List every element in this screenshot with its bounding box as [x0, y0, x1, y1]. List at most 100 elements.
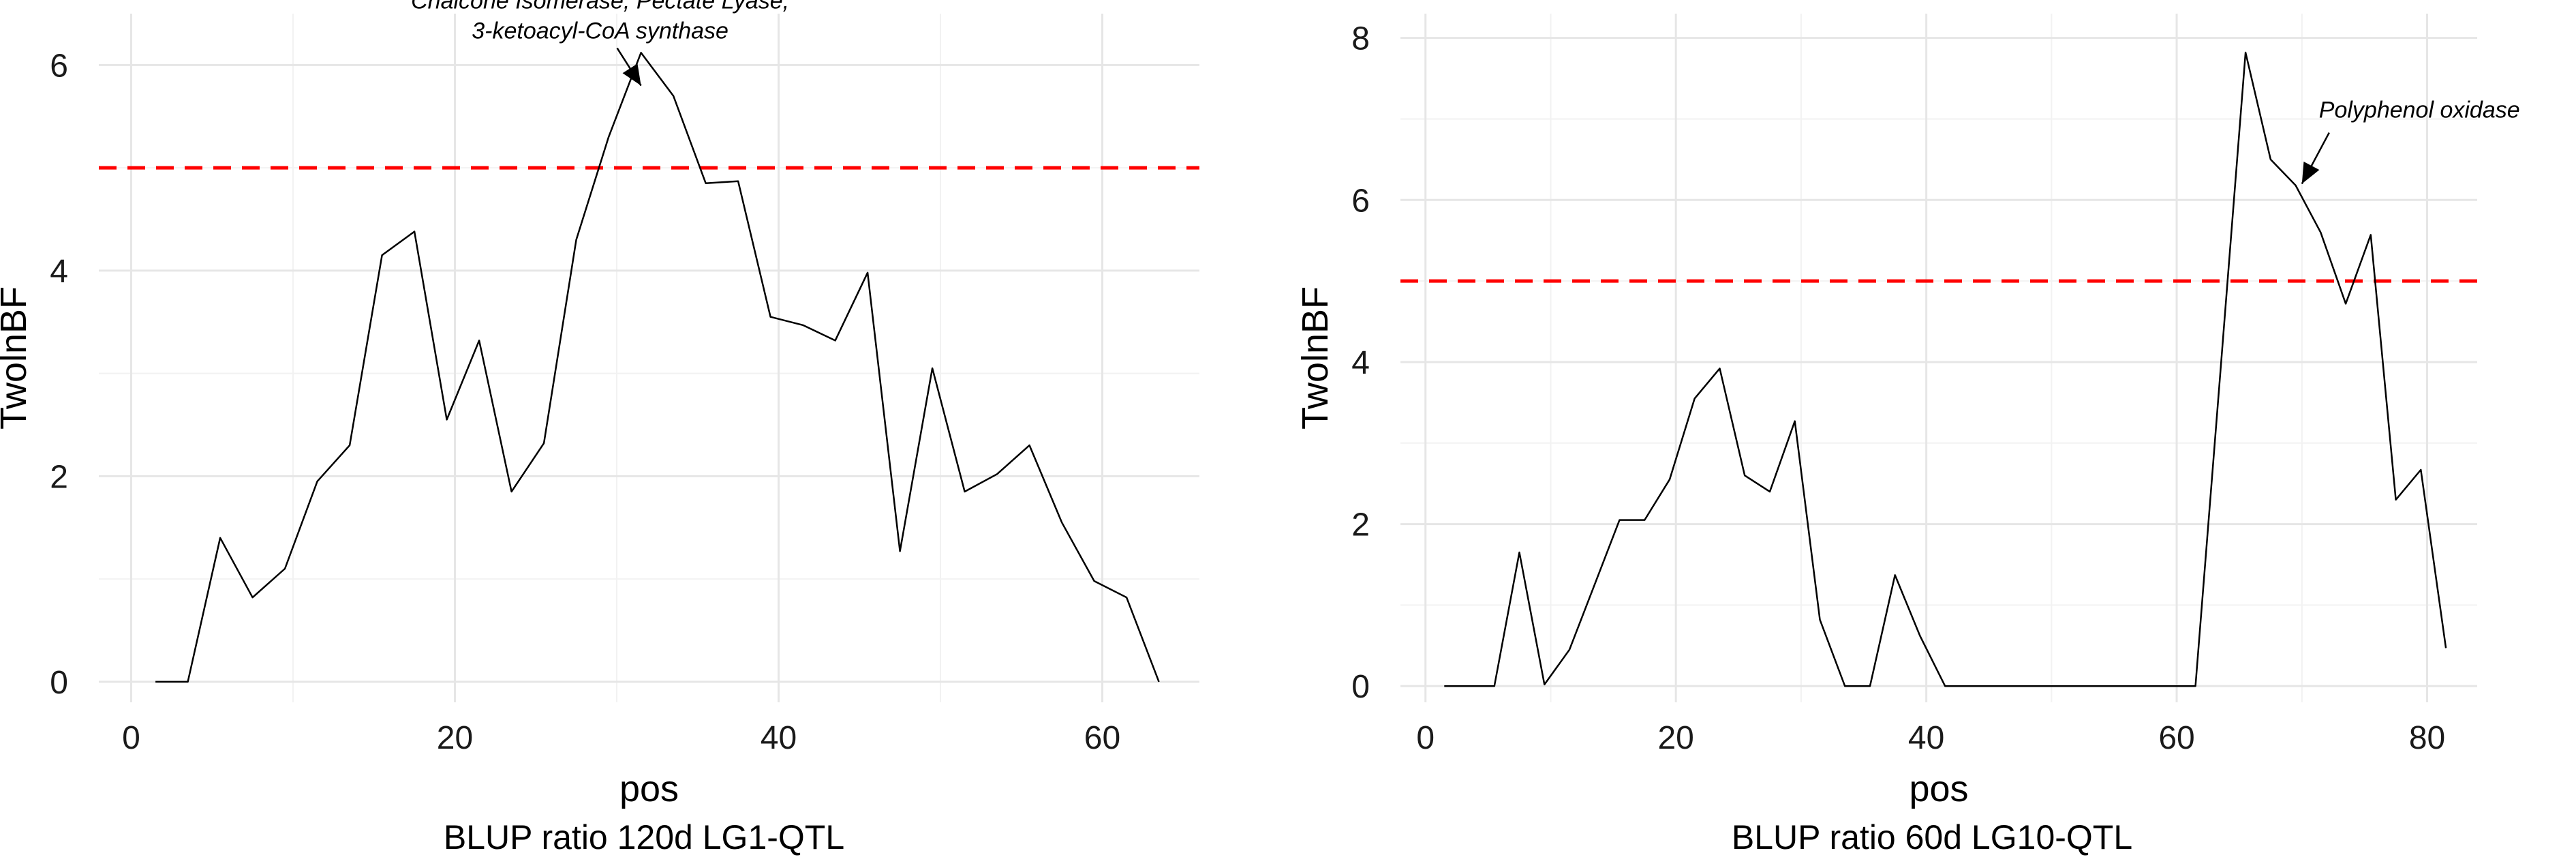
data-point — [1060, 521, 1063, 524]
data-point — [899, 550, 902, 552]
data-point — [769, 316, 772, 318]
data-point — [2244, 51, 2247, 54]
gridlines — [1400, 14, 2477, 702]
data-point — [446, 418, 448, 421]
data-point — [1643, 519, 1646, 522]
data-point — [2194, 685, 2197, 687]
data-point — [1593, 584, 1596, 586]
data-point — [1568, 648, 1571, 651]
data-point — [1493, 685, 1496, 687]
data-point — [1093, 580, 1096, 582]
y-tick-label: 8 — [1351, 21, 1370, 57]
y-tick-label: 6 — [50, 48, 68, 84]
x-axis-title: pos — [1909, 768, 1968, 809]
data-point — [1794, 420, 1796, 423]
data-point — [1518, 551, 1521, 554]
data-point — [1743, 474, 1746, 477]
data-point — [2219, 369, 2222, 372]
data-point — [2269, 158, 2272, 161]
data-point — [1443, 685, 1445, 687]
data-point — [1158, 680, 1161, 683]
data-point — [381, 254, 384, 256]
y-tick-label: 6 — [1351, 183, 1370, 219]
data-point — [510, 490, 513, 493]
data-point — [866, 271, 869, 274]
x-tick-label: 20 — [1657, 720, 1693, 756]
chart-caption: BLUP ratio 60d LG10-QTL — [1732, 818, 2132, 856]
series-line — [155, 52, 1160, 683]
data-point — [575, 239, 578, 241]
data-point — [737, 180, 739, 183]
data-point — [154, 680, 157, 683]
x-tick-label: 40 — [1908, 720, 1944, 756]
data-point — [834, 339, 837, 342]
data-point — [801, 324, 804, 327]
y-tick-label: 2 — [1351, 507, 1370, 543]
x-tick-label: 40 — [761, 720, 797, 756]
series-line — [1444, 51, 2447, 687]
data-point — [1869, 685, 1871, 687]
chart-caption: BLUP ratio 120d LG1-QTL — [444, 818, 844, 856]
data-point — [542, 442, 545, 445]
data-point — [2295, 184, 2297, 187]
data-point — [1894, 573, 1897, 576]
x-tick-label: 0 — [1416, 720, 1435, 756]
data-point — [1918, 635, 1921, 638]
y-axis-title: TwolnBF — [0, 286, 34, 430]
data-point — [1543, 683, 1546, 686]
data-point — [1768, 490, 1771, 493]
data-point — [2419, 468, 2422, 471]
data-point — [1668, 478, 1671, 481]
chart-panel-lg1: 0 20 40 60 0 2 4 6 pos TwolnBF BLUP ratio 120d LG1… — [0, 0, 1199, 856]
data-point — [2319, 231, 2322, 234]
data-point — [1028, 444, 1031, 447]
data-point — [1843, 685, 1846, 687]
data-point — [413, 230, 416, 233]
data-point — [2370, 233, 2372, 236]
y-tick-label: 0 — [1351, 669, 1370, 705]
data-point — [2395, 498, 2397, 501]
data-point — [283, 567, 286, 570]
data-point — [1693, 397, 1696, 400]
data-point — [964, 490, 966, 493]
x-tick-label: 80 — [2409, 720, 2445, 756]
data-points — [154, 51, 1161, 683]
annotation-text: Chalcone Isomerase, Pectate Lyase, — [411, 0, 789, 14]
annotation-text: 3-ketoacyl-CoA synthase — [472, 18, 729, 44]
y-tick-label: 4 — [50, 254, 68, 290]
data-point — [2344, 302, 2347, 305]
data-points — [1443, 51, 2447, 687]
chart-panel-lg10: 0 20 40 60 80 0 2 4 6 8 pos TwolnBF BLUP ratio 60d L… — [1288, 0, 2576, 868]
data-point — [640, 51, 643, 54]
x-tick-label: 0 — [122, 720, 140, 756]
chart-lg10: 0 20 40 60 80 0 2 4 6 8 pos TwolnBF BLUP ratio 60d L… — [1295, 14, 2520, 856]
data-point — [348, 444, 351, 447]
data-point — [219, 537, 221, 539]
y-axis-title: TwolnBF — [1295, 286, 1336, 430]
data-point — [478, 339, 480, 342]
x-tick-label: 60 — [2158, 720, 2194, 756]
data-point — [1125, 596, 1128, 599]
x-tick-label: 60 — [1084, 720, 1120, 756]
annotation-arrow-head — [622, 63, 641, 86]
y-tick-label: 0 — [50, 665, 68, 701]
chart-lg1: 0 20 40 60 0 2 4 6 pos TwolnBF BLUP ratio 120d LG1… — [0, 0, 1199, 856]
data-point — [607, 136, 610, 138]
data-point — [187, 680, 189, 683]
annotation-text: Polyphenol oxidase — [2319, 98, 2520, 123]
data-point — [1619, 519, 1621, 522]
x-tick-label: 20 — [437, 720, 473, 756]
gridlines — [99, 14, 1199, 702]
data-point — [251, 596, 254, 599]
data-point — [316, 480, 319, 483]
y-tick-label: 4 — [1351, 345, 1370, 381]
y-tick-label: 2 — [50, 459, 68, 495]
data-point — [1818, 618, 1821, 621]
data-point — [2444, 646, 2447, 649]
data-point — [931, 367, 934, 370]
data-point — [672, 95, 675, 98]
data-point — [1718, 367, 1721, 370]
x-axis-title: pos — [619, 768, 679, 809]
data-point — [1944, 685, 1946, 687]
